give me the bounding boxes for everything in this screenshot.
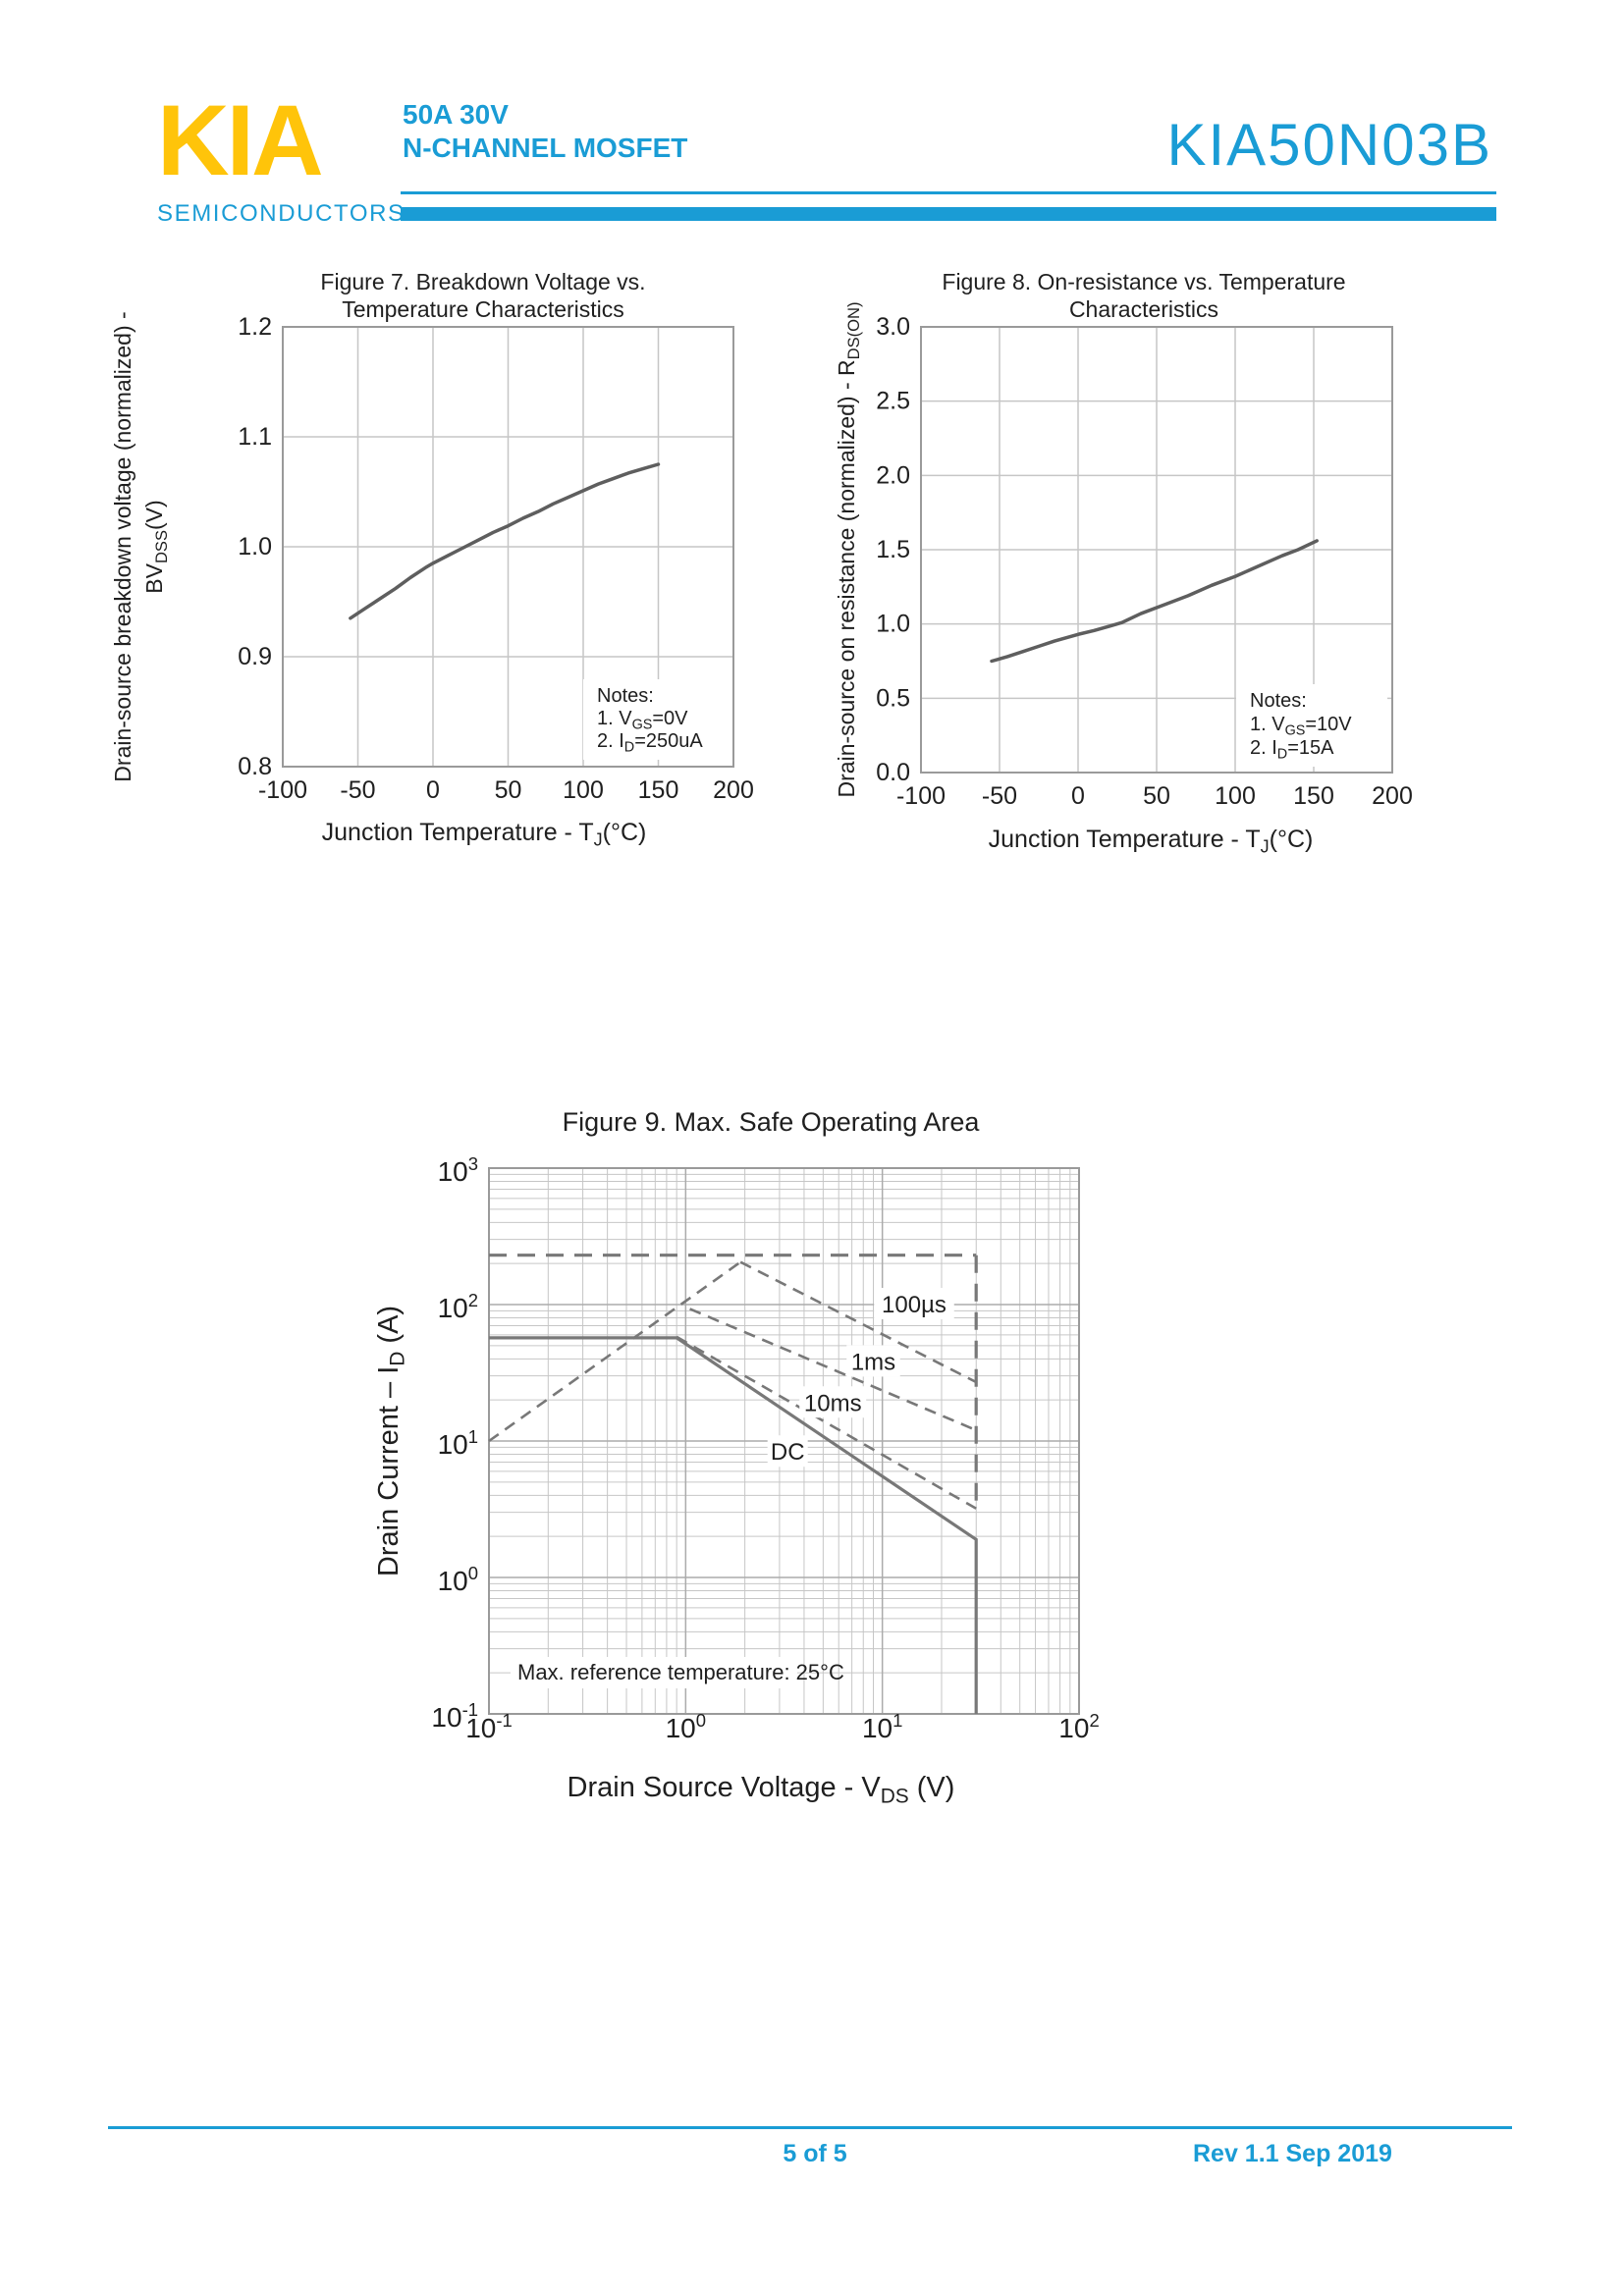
fig7-xtick: -50: [340, 776, 375, 804]
fig9-label-DC: DC: [771, 1439, 805, 1466]
fig7-xtick: 150: [638, 776, 679, 804]
fig7-ytick: 0.8: [238, 753, 272, 780]
fig8-ytick: 3.0: [876, 313, 910, 341]
fig9-ytick: 10-1: [431, 1699, 478, 1733]
fig7-ytick: 0.9: [238, 643, 272, 670]
kia-logo: KIA: [157, 84, 324, 196]
fig7-note-line: 1. VGS=0V: [597, 708, 688, 732]
revision-label: Rev 1.1 Sep 2019: [1193, 2140, 1392, 2167]
fig7-ylabel: BVDSS(V): [141, 500, 171, 593]
fig9-reference-note: Max. reference temperature: 25°C: [517, 1660, 844, 1684]
fig9-pulse-1ms: [689, 1308, 977, 1432]
fig7-xtick: 0: [426, 776, 440, 804]
fig7-ytick: 1.1: [238, 423, 272, 451]
fig9-ytick: 103: [438, 1153, 478, 1187]
fig8-xtick: 100: [1215, 782, 1256, 810]
fig9-dc-limit: [489, 1336, 978, 1714]
header-rule-thick: [401, 207, 1496, 221]
fig9-ytick: 100: [438, 1563, 478, 1596]
fig9-label-10ms: 10ms: [804, 1390, 862, 1416]
family-label: N-CHANNEL MOSFET: [403, 133, 688, 163]
fig7-breakdown-voltage-normalized: [349, 462, 661, 620]
fig8-ytick: 0.5: [876, 684, 910, 712]
fig7-xtick: 50: [495, 776, 522, 804]
fig8-xtick: 150: [1293, 782, 1334, 810]
fig7-title: Figure 7. Breakdown Voltage vs.: [320, 269, 645, 294]
fig7-ytick: 1.2: [238, 313, 272, 341]
fig7-xtick: 100: [563, 776, 604, 804]
fig7-ylabel: Drain-source breakdown voltage (normaliz…: [110, 311, 135, 781]
fig8-note-line: 2. ID=15A: [1250, 737, 1334, 762]
fig9-ytick: 101: [438, 1426, 478, 1460]
footer-rule: [108, 2126, 1512, 2129]
fig7-xlabel: Junction Temperature - TJ(°C): [322, 819, 647, 850]
fig7-note-line: Notes:: [597, 685, 654, 707]
fig8-xlabel: Junction Temperature - TJ(°C): [989, 826, 1314, 857]
fig8-title: Figure 8. On-resistance vs. Temperature: [942, 269, 1345, 294]
fig8-xtick: 50: [1143, 782, 1170, 810]
fig8-ytick: 2.0: [876, 461, 910, 489]
fig7-xtick: 200: [713, 776, 754, 804]
fig8-title: Characteristics: [1069, 296, 1218, 322]
fig9-xtick: 100: [666, 1710, 706, 1743]
fig8-note-line: 1. VGS=10V: [1250, 714, 1352, 738]
fig8-ytick: 2.5: [876, 388, 910, 415]
fig7-ytick: 1.0: [238, 533, 272, 561]
fig7-note-line: 2. ID=250uA: [597, 730, 703, 755]
header: KIA SEMICONDUCTORS 50A 30V N-CHANNEL MOS…: [0, 0, 1623, 236]
fig9-rdson-limit: [488, 1260, 741, 1443]
fig8-xtick: 200: [1372, 782, 1413, 810]
fig9-xtick: 10-1: [465, 1710, 513, 1743]
fig8-on-resistance-normalized: [990, 539, 1319, 664]
figure9-safe-operating-area-chart: 100µs 1ms 10ms DC Max. reference temperature…: [373, 1107, 1100, 1807]
fig9-ylabel: Drain Current – ID (A): [373, 1306, 408, 1576]
fig9-label-100µs: 100µs: [882, 1292, 947, 1318]
fig8-ylabel: Drain-source on resistance (normalized) …: [834, 302, 863, 798]
fig9-ytick: 102: [438, 1290, 478, 1323]
fig7-xtick: -100: [258, 776, 307, 804]
fig8-ytick: 0.0: [876, 759, 910, 786]
rating-label: 50A 30V: [403, 99, 509, 130]
fig9-pulse-100us: [739, 1260, 977, 1384]
fig9-xtick: 101: [862, 1710, 902, 1743]
fig9-xtick: 102: [1058, 1710, 1099, 1743]
page-number: 5 of 5: [783, 2140, 847, 2167]
fig9-xlabel: Drain Source Voltage - VDS (V): [568, 1772, 955, 1807]
figure7-breakdown-voltage-chart: 1.2 1.1 1.0 0.9 0.8-100 -50 0 50 100 150 200 Figure…: [110, 269, 754, 850]
fig9-pulse-10ms: [676, 1335, 977, 1510]
fig8-xtick: 0: [1071, 782, 1085, 810]
fig9-title: Figure 9. Max. Safe Operating Area: [563, 1107, 981, 1137]
fig8-ytick: 1.5: [876, 536, 910, 563]
fig9-label-1ms: 1ms: [851, 1349, 895, 1375]
figure8-on-resistance-chart: 3.0 2.5 2.0 1.5 1.0 0.5 0.0-100 -50 0 50 100 150 200…: [834, 269, 1413, 857]
part-number: KIA50N03B: [1166, 112, 1492, 178]
fig7-title: Temperature Characteristics: [342, 296, 624, 322]
fig8-note-line: Notes:: [1250, 690, 1307, 712]
fig8-xtick: -100: [896, 782, 946, 810]
header-rule-thin: [401, 191, 1496, 194]
footer: 5 of 5 Rev 1.1 Sep 2019: [0, 2110, 1623, 2209]
fig8-ytick: 1.0: [876, 611, 910, 638]
semiconductors-label: SEMICONDUCTORS: [157, 200, 406, 227]
fig8-xtick: -50: [982, 782, 1017, 810]
